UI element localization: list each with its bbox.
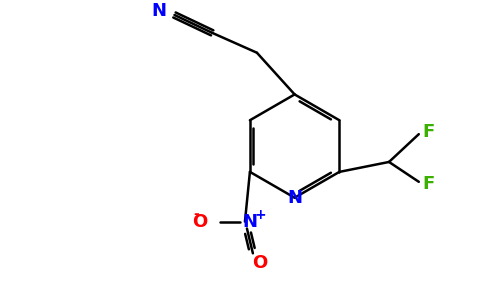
Text: N: N [287, 189, 302, 207]
Text: N: N [151, 2, 166, 20]
Text: -: - [194, 207, 199, 220]
Text: N: N [242, 212, 257, 230]
Text: O: O [252, 254, 268, 272]
Text: F: F [423, 175, 435, 193]
Text: O: O [192, 212, 207, 230]
Text: +: + [254, 208, 266, 222]
Text: F: F [423, 123, 435, 141]
